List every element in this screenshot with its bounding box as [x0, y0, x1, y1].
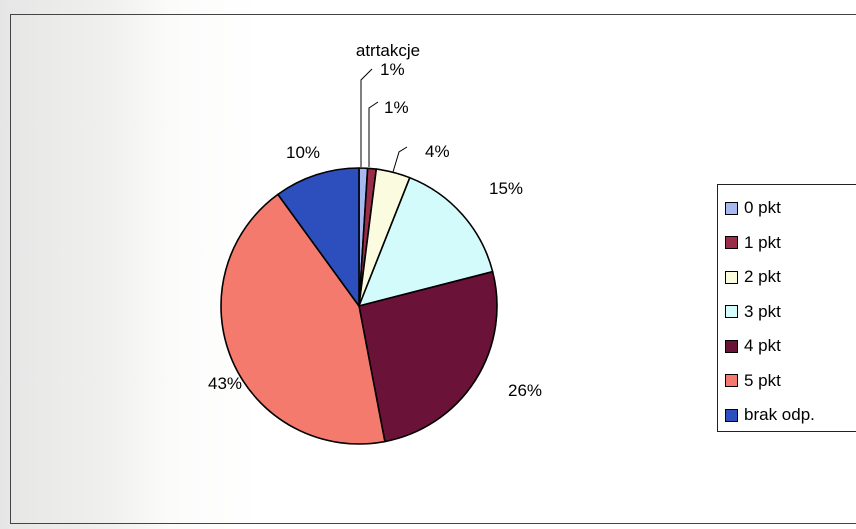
legend-label: 2 pkt — [744, 267, 781, 287]
legend-label: 0 pkt — [744, 198, 781, 218]
leader-line — [392, 146, 408, 173]
data-label: 15% — [489, 179, 523, 198]
leader-line — [360, 68, 373, 167]
legend-item: 1 pkt — [718, 226, 856, 261]
data-label: 1% — [380, 60, 405, 79]
legend-item: 4 pkt — [718, 329, 856, 364]
legend-label: 5 pkt — [744, 370, 781, 390]
data-label: 4% — [425, 142, 450, 161]
leader-line — [368, 101, 379, 167]
legend-swatch — [725, 374, 738, 388]
chart-frame — [10, 14, 856, 524]
data-label: 10% — [286, 143, 320, 162]
legend-label: 3 pkt — [744, 301, 781, 321]
legend-label: brak odp. — [744, 405, 815, 425]
legend-swatch — [725, 236, 738, 250]
pie-slice — [277, 167, 360, 307]
data-labels: 1% 1% 4% 15% 26% 43% 10% — [208, 60, 542, 400]
legend-item: brak odp. — [718, 398, 856, 433]
legend: 0 pkt 1 pkt 2 pkt 3 pkt 4 pkt 5 pkt brak… — [717, 184, 856, 432]
legend-swatch — [725, 408, 738, 422]
data-label: 43% — [208, 374, 242, 393]
pie-slice — [220, 193, 386, 445]
legend-swatch — [725, 201, 738, 215]
legend-item: 2 pkt — [718, 260, 856, 295]
legend-swatch — [725, 339, 738, 353]
legend-swatch — [725, 305, 738, 319]
chart-title: atrtakcje — [356, 41, 420, 60]
leader-lines — [360, 68, 408, 173]
data-label: 26% — [508, 381, 542, 400]
legend-swatch — [725, 270, 738, 284]
legend-item: 3 pkt — [718, 295, 856, 330]
legend-item: 5 pkt — [718, 364, 856, 399]
legend-label: 1 pkt — [744, 232, 781, 252]
pie-slices — [220, 167, 498, 445]
pie-slice — [358, 176, 494, 307]
pie-slice — [358, 270, 498, 443]
legend-item: 0 pkt — [718, 191, 856, 226]
data-label: 1% — [384, 98, 409, 117]
legend-label: 4 pkt — [744, 336, 781, 356]
